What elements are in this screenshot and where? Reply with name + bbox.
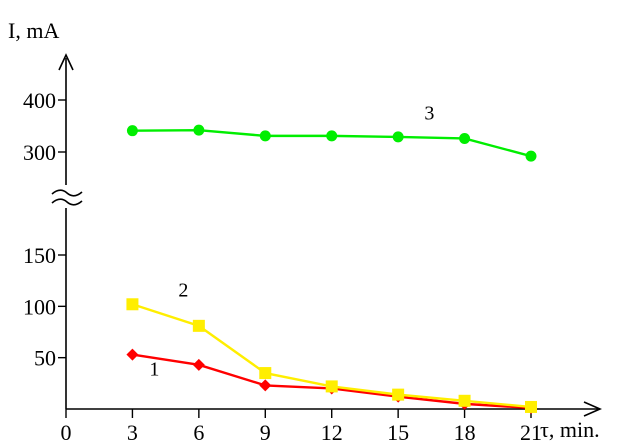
series-layer: 1 2 3: [126, 103, 537, 414]
y-axis-title: I, mA: [8, 18, 59, 43]
data-point: [192, 319, 205, 332]
series-label: 2: [178, 279, 188, 301]
data-point: [458, 394, 471, 407]
data-point: [259, 130, 271, 142]
series-2: 2: [126, 279, 537, 413]
data-point: [525, 150, 537, 162]
data-point: [192, 358, 205, 371]
data-point: [459, 132, 471, 144]
data-point: [525, 400, 537, 413]
series-3: 3: [126, 103, 537, 162]
y-tick-label: 300: [23, 140, 56, 165]
x-tick-label: 0: [61, 420, 72, 445]
data-point: [325, 380, 338, 393]
data-point: [326, 130, 338, 142]
series-label: 1: [149, 359, 159, 381]
x-axis-ticks: 0 3 6 9 12 15 18 21: [61, 409, 542, 445]
y-tick-label: 50: [34, 346, 56, 371]
x-tick-label: 9: [260, 420, 271, 445]
data-point: [126, 348, 139, 361]
y-tick-label: 400: [23, 88, 56, 113]
data-point: [259, 379, 272, 392]
data-point: [126, 125, 138, 137]
axis-break-mark-top: [51, 189, 83, 197]
y-axis-ticks: 50 100 150 300 400: [23, 88, 66, 371]
series-label: 3: [424, 103, 434, 125]
data-point: [392, 388, 405, 401]
x-tick-label: 15: [387, 420, 409, 445]
x-tick-label: 12: [321, 420, 343, 445]
x-axis-arrow: [583, 401, 602, 417]
x-axis-title: τ, min.: [540, 417, 600, 442]
axis-break-mark-bottom: [51, 198, 83, 206]
y-tick-label: 100: [23, 294, 56, 319]
x-tick-label: 21: [520, 420, 542, 445]
x-tick-label: 6: [193, 420, 204, 445]
x-tick-label: 18: [454, 420, 476, 445]
x-tick-label: 3: [127, 420, 138, 445]
y-axis-arrow: [58, 53, 74, 71]
y-tick-label: 150: [23, 243, 56, 268]
data-point: [126, 298, 139, 311]
data-point: [392, 131, 404, 143]
data-point: [193, 124, 205, 136]
data-point: [259, 367, 272, 380]
